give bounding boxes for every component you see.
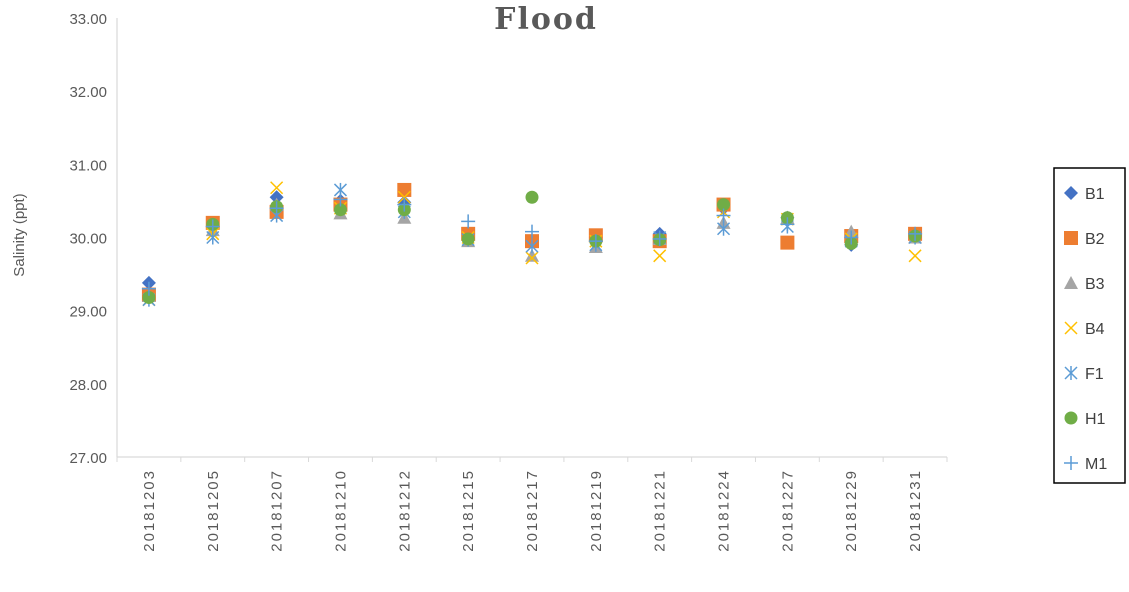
- axes: 27.00 28.00 29.00 30.00 31.00 32.00 33.00 20181…: [69, 11, 948, 552]
- legend-marker: [1064, 276, 1078, 289]
- legend-label: M1: [1085, 456, 1107, 473]
- data-point: [397, 190, 411, 204]
- legend: B1 B2 B3 B4 F1 H1 M1: [1053, 167, 1126, 484]
- legend-marker: [1064, 321, 1078, 335]
- x-tick-label: 20181215: [460, 469, 477, 552]
- legend-marker: [1064, 456, 1078, 470]
- x-tick-label: 20181224: [716, 469, 733, 552]
- data-point: [333, 203, 347, 217]
- chart-title: Flood: [494, 2, 598, 37]
- data-point: [141, 281, 156, 296]
- data-point: [525, 190, 539, 204]
- data-point: [717, 198, 731, 212]
- x-tick-label: 20181210: [332, 469, 349, 552]
- legend-marker: [1064, 366, 1078, 380]
- series-markers: [141, 181, 923, 307]
- y-tick-label: 30.00: [69, 231, 107, 248]
- legend-item-b4: B4: [1064, 321, 1105, 338]
- legend-label: B3: [1085, 276, 1105, 293]
- legend-item-h1: H1: [1064, 411, 1106, 428]
- data-point: [270, 181, 284, 195]
- data-point: [716, 208, 731, 223]
- x-tick-label: 20181217: [524, 469, 541, 552]
- x-tick-label: 20181212: [396, 469, 413, 552]
- x-tick-label: 20181229: [843, 469, 860, 552]
- data-point: [525, 224, 539, 239]
- legend-label: B2: [1085, 231, 1105, 248]
- y-tick-label: 28.00: [69, 377, 107, 394]
- data-point: [525, 248, 539, 262]
- legend-label: F1: [1085, 366, 1104, 383]
- data-point: [461, 232, 475, 246]
- data-point: [269, 201, 284, 216]
- data-point: [844, 230, 859, 245]
- legend-label: H1: [1085, 411, 1106, 428]
- data-point: [780, 217, 795, 232]
- legend-item-m1: M1: [1064, 456, 1107, 473]
- data-point: [397, 182, 412, 197]
- data-point: [397, 197, 412, 212]
- series-m1: [141, 192, 923, 296]
- legend-marker: [1064, 231, 1078, 245]
- y-axis-title: Salinity (ppt): [11, 193, 28, 276]
- legend-label: B4: [1085, 321, 1105, 338]
- data-point: [717, 221, 731, 236]
- x-tick-label: 20181227: [779, 469, 796, 552]
- data-point: [269, 190, 284, 205]
- legend-item-b1: B1: [1064, 186, 1105, 203]
- data-point: [205, 219, 220, 234]
- data-point: [461, 214, 476, 229]
- x-tick-label: 20181219: [588, 469, 605, 552]
- y-tick-label: 32.00: [69, 84, 107, 101]
- data-point: [525, 239, 539, 254]
- data-point: [908, 226, 923, 241]
- y-tick-label: 27.00: [69, 450, 107, 467]
- y-tick-label: 29.00: [69, 304, 107, 321]
- legend-label: B1: [1085, 186, 1105, 203]
- legend-marker: [1064, 186, 1078, 200]
- x-tick-label: 20181207: [269, 469, 286, 552]
- legend-item-f1: F1: [1064, 366, 1104, 383]
- data-point: [333, 192, 348, 207]
- data-point: [780, 235, 795, 250]
- data-point: [653, 249, 667, 263]
- legend-frame: [1053, 167, 1126, 484]
- data-point: [525, 251, 539, 265]
- y-tick-label: 31.00: [69, 157, 107, 174]
- data-point: [652, 231, 667, 246]
- x-tick-label: 20181205: [205, 469, 222, 552]
- legend-item-b3: B3: [1064, 276, 1105, 293]
- data-point: [588, 234, 603, 249]
- x-tick-label: 20181221: [652, 469, 669, 552]
- x-tick-label: 20181203: [141, 469, 158, 552]
- data-point: [142, 290, 156, 304]
- y-tick-label: 33.00: [69, 11, 107, 28]
- legend-marker: [1064, 411, 1078, 425]
- x-tick-label: 20181231: [907, 469, 924, 552]
- legend-item-b2: B2: [1064, 231, 1105, 248]
- data-point: [908, 249, 922, 263]
